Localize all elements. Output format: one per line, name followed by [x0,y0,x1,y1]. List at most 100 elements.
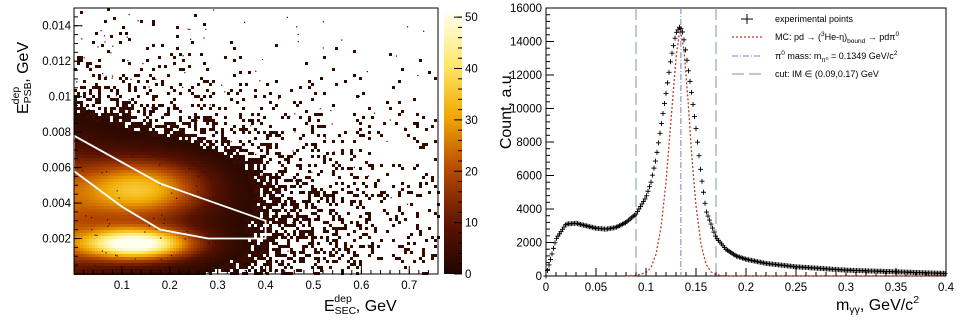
heatmap-cell [197,158,200,161]
heatmap-cell [299,116,302,119]
heatmap-cell [77,176,80,179]
heatmap-cell [284,215,287,218]
heatmap-cell [200,107,203,110]
heatmap-cell [389,218,392,221]
heatmap-cell [260,266,263,269]
heatmap-cell [83,212,86,215]
heatmap-cell [173,140,176,143]
heatmap-cell [191,164,194,167]
heatmap-cell [188,161,191,164]
heatmap-cell [173,98,176,101]
heatmap-cell [179,167,182,170]
heatmap-cell [257,200,260,203]
heatmap-cell [239,230,242,233]
heatmap-cell [113,17,116,20]
heatmap-cell [239,71,242,74]
heatmap-cell [74,179,77,182]
heatmap-cell [176,107,179,110]
heatmap-cell [83,269,86,272]
heatmap-cell [104,245,107,248]
heatmap-cell [338,134,341,137]
heatmap-cell [365,227,368,230]
heatmap-cell [146,137,149,140]
heatmap-cell [236,182,239,185]
heatmap-cell [383,197,386,200]
heatmap-cell [80,149,83,152]
heatmap-cell [185,260,188,263]
heatmap-cell [122,269,125,272]
heatmap-cell [98,215,101,218]
heatmap-cell [95,218,98,221]
heatmap-cell [236,221,239,224]
heatmap-cell [95,194,98,197]
heatmap-dot [294,113,296,115]
heatmap-cell [122,233,125,236]
heatmap-cell [110,173,113,176]
heatmap-cell [149,266,152,269]
heatmap-cell [128,266,131,269]
heatmap-cell [230,89,233,92]
heatmap-cell [224,218,227,221]
heatmap-cell [317,257,320,260]
heatmap-x-tick-label: 0.4 [258,280,275,292]
heatmap-cell [221,128,224,131]
heatmap-cell [188,140,191,143]
heatmap-cell [257,215,260,218]
heatmap-cell [248,248,251,251]
heatmap-cell [230,236,233,239]
heatmap-cell [350,173,353,176]
heatmap-cell [257,170,260,173]
heatmap-cell [119,122,122,125]
heatmap-cell [182,239,185,242]
heatmap-cell [104,146,107,149]
heatmap-dot [353,166,355,168]
heatmap-cell [173,257,176,260]
heatmap-cell [128,206,131,209]
heatmap-cell [272,185,275,188]
heatmap-cell [116,206,119,209]
heatmap-cell [176,176,179,179]
heatmap-cell [347,167,350,170]
heatmap-cell [161,161,164,164]
heatmap-cell [170,266,173,269]
heatmap-cell [149,260,152,263]
heatmap-cell [122,131,125,134]
heatmap-dot [189,28,191,31]
heatmap-cell [230,188,233,191]
heatmap-cell [113,161,116,164]
spectrum-x-ticks: 0 0.05 0.1 0.15 0.2 0.25 0.3 0.35 0.4 [543,268,955,294]
heatmap-cell [146,245,149,248]
heatmap-cell [224,188,227,191]
heatmap-cell [248,215,251,218]
heatmap-cell [365,212,368,215]
heatmap-cell [101,233,104,236]
heatmap-cell [107,155,110,158]
heatmap-cell [104,164,107,167]
heatmap-cell [290,257,293,260]
heatmap-cell [191,257,194,260]
heatmap-cell [128,107,131,110]
heatmap-cell [131,242,134,245]
heatmap-cell [206,89,209,92]
heatmap-cell [362,206,365,209]
heatmap-dot [171,192,173,194]
heatmap-cell [326,200,329,203]
heatmap-cell [320,236,323,239]
heatmap-cell [251,176,254,179]
heatmap-cell [134,122,137,125]
heatmap-cell [74,116,77,119]
heatmap-cell [131,263,134,266]
heatmap-cell [140,206,143,209]
heatmap-cell [80,230,83,233]
heatmap-cell [296,218,299,221]
heatmap-cell [197,209,200,212]
heatmap-cell [77,197,80,200]
heatmap-cell [119,257,122,260]
heatmap-cell [131,194,134,197]
heatmap-cell [131,251,134,254]
heatmap-cell [125,167,128,170]
heatmap-cell [89,269,92,272]
heatmap-cell [182,173,185,176]
heatmap-cell [383,122,386,125]
heatmap-cell [122,182,125,185]
